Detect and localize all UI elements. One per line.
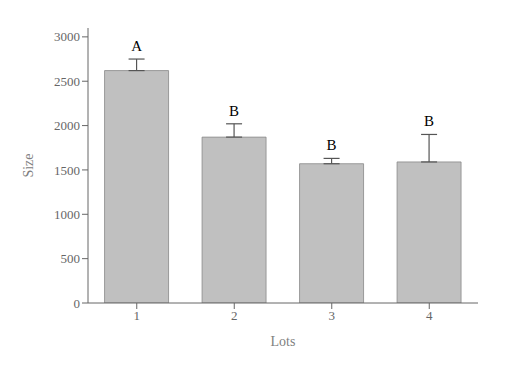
svg-text:2500: 2500: [54, 74, 80, 89]
svg-text:500: 500: [61, 251, 81, 266]
svg-text:A: A: [131, 38, 142, 54]
svg-text:1500: 1500: [54, 163, 80, 178]
svg-text:3000: 3000: [54, 29, 80, 44]
svg-text:B: B: [327, 137, 337, 153]
svg-text:2: 2: [231, 308, 238, 323]
svg-text:1000: 1000: [54, 207, 80, 222]
svg-text:Size: Size: [21, 153, 36, 177]
svg-text:Lots: Lots: [271, 334, 296, 349]
svg-text:B: B: [229, 103, 239, 119]
svg-text:4: 4: [426, 308, 433, 323]
svg-text:0: 0: [74, 296, 81, 311]
svg-text:3: 3: [329, 308, 336, 323]
svg-text:B: B: [424, 113, 434, 129]
svg-text:2000: 2000: [54, 118, 80, 133]
svg-text:1: 1: [134, 308, 141, 323]
